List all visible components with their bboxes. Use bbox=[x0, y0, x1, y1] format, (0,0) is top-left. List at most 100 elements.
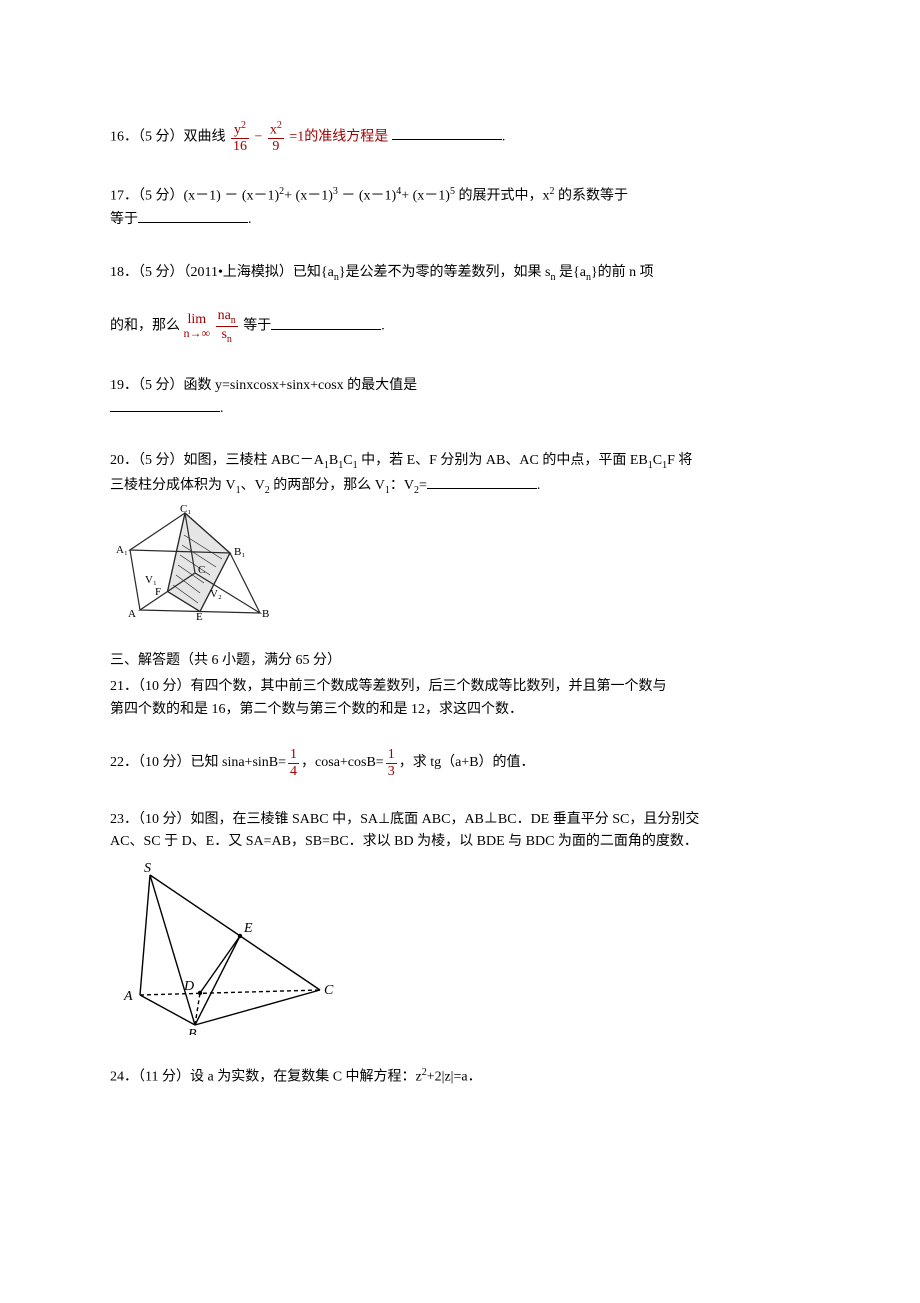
q20-line2d: ：V bbox=[390, 478, 414, 493]
question-16: 16．（5 分）双曲线 y2 16 − x2 9 =1的准线方程是 . bbox=[110, 120, 810, 154]
q22-f1-den: 4 bbox=[288, 764, 299, 779]
q18-lim-top: lim bbox=[184, 313, 211, 327]
question-21: 21．（10 分）有四个数，其中前三个数成等差数列，后三个数成等比数列，并且第一… bbox=[110, 676, 810, 721]
label-E23: E bbox=[243, 921, 253, 936]
q20-body1: 如图，三棱柱 ABC－A bbox=[184, 453, 324, 468]
q20-number: 20． bbox=[110, 453, 138, 468]
q16-frac2-den: 9 bbox=[268, 139, 284, 154]
q20-blank bbox=[427, 474, 537, 489]
q22-f2-num: 1 bbox=[386, 747, 397, 763]
q19-body: 函数 y=sinxcosx+sinx+cosx 的最大值是 bbox=[184, 378, 418, 393]
q16-points: （5 分） bbox=[138, 129, 184, 144]
q20-prism-diagram: A₁ B₁ C₁ A B C E F V₁ V₂ bbox=[110, 505, 270, 620]
q22-f2-den: 3 bbox=[386, 764, 397, 779]
q17-body2: + (x－1) bbox=[284, 189, 333, 204]
q21-number: 21． bbox=[110, 679, 138, 694]
q17-tail: . bbox=[248, 212, 252, 227]
q22-points: （10 分） bbox=[138, 755, 191, 770]
q19-number: 19． bbox=[110, 378, 138, 393]
label-C: C bbox=[198, 564, 205, 576]
q18-mid1: }是公差不为零的等差数列，如果 s bbox=[339, 265, 551, 280]
q22-f1-num: 1 bbox=[288, 747, 299, 763]
q16-number: 16． bbox=[110, 129, 138, 144]
question-18: 18．（5 分）（2011•上海模拟）已知{a n }是公差不为零的等差数列，如果 … bbox=[110, 262, 810, 345]
question-22: 22．（10 分）已知 sina+sinB=14，cosa+cosB=13，求 … bbox=[110, 747, 810, 779]
q23-points: （10 分） bbox=[138, 812, 191, 827]
q18-mid2: 是{a bbox=[556, 265, 586, 280]
q20-line2b: 、V bbox=[241, 478, 265, 493]
q22-frac2: 13 bbox=[386, 747, 397, 779]
q16-frac2-var: x bbox=[270, 123, 277, 138]
question-23: 23．（10 分）如图，在三棱锥 SABC 中，SA⊥底面 ABC，AB⊥BC．… bbox=[110, 809, 810, 1035]
q18-lim-bot: n→∞ bbox=[184, 327, 211, 339]
q18-frac-num-sub: n bbox=[231, 315, 236, 326]
q16-blank bbox=[392, 125, 502, 140]
q17-prefix2: 等于 bbox=[110, 212, 138, 227]
label-B: B bbox=[262, 608, 269, 620]
label-E: E bbox=[196, 611, 203, 620]
q17-blank bbox=[138, 208, 248, 223]
q20-line2a: 三棱柱分成体积为 V bbox=[110, 478, 236, 493]
q22-post: ，求 tg（a+B）的值． bbox=[399, 755, 535, 770]
label-A1: A₁ bbox=[116, 544, 128, 556]
q23-tetra-diagram: S A B C D E bbox=[110, 860, 340, 1035]
q20-line2c: 的两部分，那么 V bbox=[270, 478, 385, 493]
section-3-title: 三、解答题（共 6 小题，满分 65 分） bbox=[110, 650, 810, 672]
label-A: A bbox=[128, 608, 136, 620]
label-V2: V₂ bbox=[210, 588, 222, 600]
q20-points: （5 分） bbox=[138, 453, 184, 468]
label-B1: B₁ bbox=[234, 546, 245, 558]
q20-line2e: = bbox=[419, 478, 427, 493]
q18-frac: nan sn bbox=[216, 308, 238, 345]
q18-points: （5 分） bbox=[138, 265, 184, 280]
q16-frac2: x2 9 bbox=[268, 120, 284, 154]
q23-body2: AC、SC 于 D、E．又 SA=AB，SB=BC．求以 BD 为棱，以 BDE… bbox=[110, 834, 698, 849]
q22-frac1: 14 bbox=[288, 747, 299, 779]
q16-tail: . bbox=[502, 129, 506, 144]
q18-lim: lim n→∞ bbox=[184, 313, 211, 339]
label-C23: C bbox=[324, 983, 334, 998]
q18-post: 等于 bbox=[243, 319, 271, 334]
q16-frac1: y2 16 bbox=[231, 120, 249, 154]
q17-body1: (x－1) － (x－1) bbox=[184, 189, 280, 204]
q18-pre: （2011•上海模拟）已知{a bbox=[184, 265, 334, 280]
q20-body6: F 将 bbox=[667, 453, 692, 468]
q24-body2: +2|z|=a． bbox=[427, 1069, 482, 1084]
q23-number: 23． bbox=[110, 812, 138, 827]
question-20: 20．（5 分）如图，三棱柱 ABC－A1B1C1 中，若 E、F 分别为 AB… bbox=[110, 450, 810, 620]
q24-body: 设 a 为实数，在复数集 C 中解方程：z bbox=[190, 1069, 422, 1084]
q16-post: =1的准线方程是 bbox=[289, 129, 388, 144]
q17-body5: 的展开式中，x bbox=[455, 189, 550, 204]
label-C1: C₁ bbox=[180, 505, 191, 515]
q20-tail: . bbox=[537, 478, 541, 493]
q17-number: 17． bbox=[110, 189, 138, 204]
label-D23: D bbox=[183, 979, 194, 994]
question-19: 19．（5 分）函数 y=sinxcosx+sinx+cosx 的最大值是 . bbox=[110, 375, 810, 421]
q18-number: 18． bbox=[110, 265, 138, 280]
q20-body5: C bbox=[653, 453, 662, 468]
label-A23: A bbox=[123, 989, 133, 1004]
q23-body1: 如图，在三棱锥 SABC 中，SA⊥底面 ABC，AB⊥BC．DE 垂直平分 S… bbox=[191, 812, 700, 827]
q16-minus: − bbox=[255, 129, 266, 144]
q18-mid3: }的前 n 项 bbox=[591, 265, 654, 280]
q17-body3: － (x－1) bbox=[338, 189, 396, 204]
exam-page: 16．（5 分）双曲线 y2 16 − x2 9 =1的准线方程是 . 17．（… bbox=[0, 0, 920, 1303]
q19-tail: . bbox=[220, 401, 224, 416]
q16-frac1-var: y bbox=[234, 123, 241, 138]
q17-body4: + (x－1) bbox=[401, 189, 450, 204]
label-F: F bbox=[155, 586, 161, 598]
q20-body3: C bbox=[343, 453, 352, 468]
q22-mid: ，cosa+cosB= bbox=[301, 755, 384, 770]
q19-points: （5 分） bbox=[138, 378, 184, 393]
q22-number: 22． bbox=[110, 755, 138, 770]
q18-frac-den-sub: n bbox=[227, 334, 232, 345]
q17-points: （5 分） bbox=[138, 189, 184, 204]
q16-frac1-den: 16 bbox=[231, 139, 249, 154]
q22-pre: 已知 sina+sinB= bbox=[191, 755, 287, 770]
q21-body2: 第四个数的和是 16，第二个数与第三个数的和是 12，求这四个数． bbox=[110, 702, 523, 717]
q24-number: 24． bbox=[110, 1069, 138, 1084]
q18-line2-pre: 的和，那么 bbox=[110, 319, 184, 334]
q18-frac-num-a: na bbox=[218, 308, 231, 323]
question-24: 24．（11 分）设 a 为实数，在复数集 C 中解方程：z2+2|z|=a． bbox=[110, 1065, 810, 1089]
q17-body6: 的系数等于 bbox=[554, 189, 628, 204]
